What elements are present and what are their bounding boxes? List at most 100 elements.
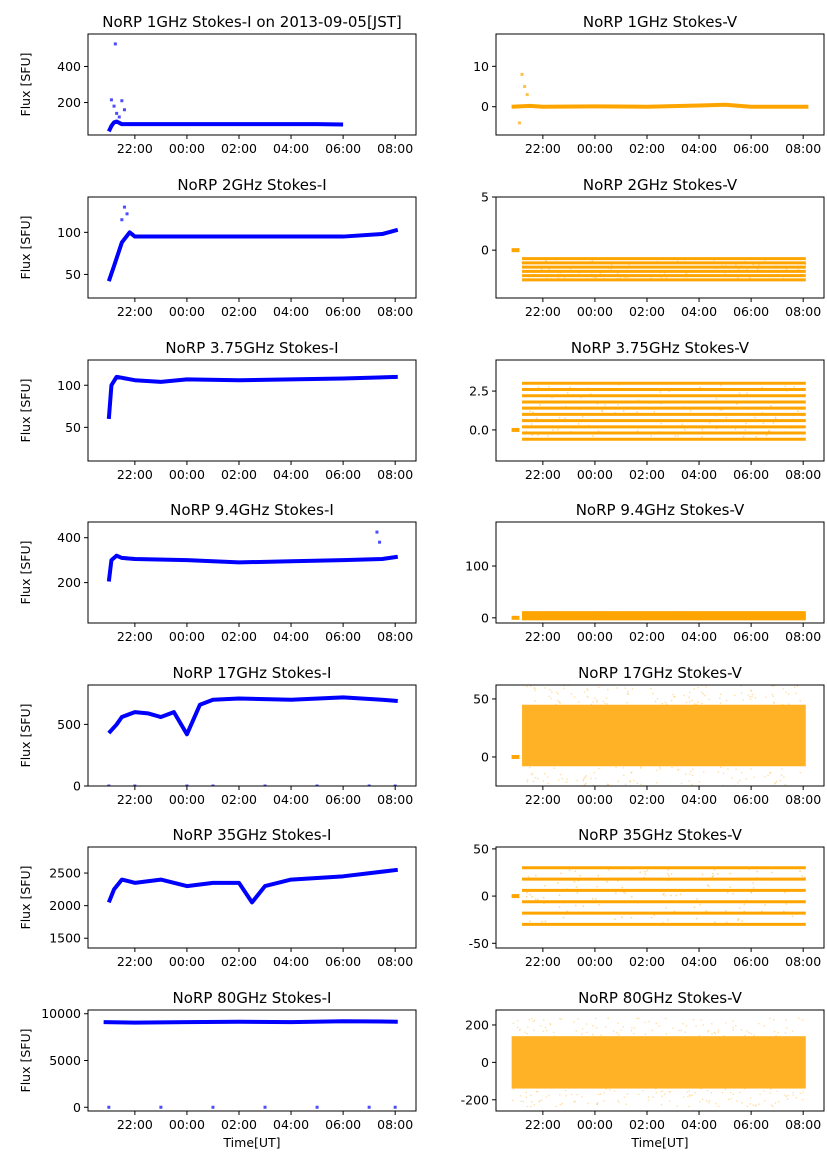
y-tick-label: -200 <box>461 1092 489 1107</box>
cloud-point <box>639 767 642 769</box>
band-point <box>650 916 653 919</box>
band-point <box>581 616 583 619</box>
band-point <box>720 613 722 616</box>
data-point <box>263 784 267 786</box>
cloud-point <box>565 1094 568 1097</box>
band-point <box>802 267 805 270</box>
band-point <box>668 401 671 403</box>
band-point <box>649 615 652 618</box>
band-point <box>531 434 534 437</box>
cloud-point <box>788 703 790 705</box>
cloud-point <box>617 780 620 783</box>
x-tick-label: 22:00 <box>117 792 153 807</box>
band-point <box>665 277 668 280</box>
cloud-point <box>524 1031 526 1033</box>
plot-area <box>106 374 398 420</box>
cloud-point <box>690 770 692 773</box>
band-point <box>685 275 688 278</box>
band-point <box>540 617 543 620</box>
band-point <box>693 615 696 618</box>
band-point <box>634 615 637 617</box>
band-point <box>581 416 584 418</box>
x-tick-label: 06:00 <box>325 467 361 482</box>
band-point <box>755 436 758 438</box>
cloud-point <box>673 695 676 698</box>
cloud-point <box>603 1092 605 1094</box>
band-point <box>789 278 792 281</box>
band-point <box>782 910 785 913</box>
cloud-point <box>525 1096 528 1099</box>
band-point <box>577 258 580 261</box>
data-point <box>393 784 397 786</box>
cloud-point <box>553 1035 556 1037</box>
cloud-point <box>769 772 771 774</box>
plot-frame <box>87 196 417 299</box>
band-point <box>779 419 782 422</box>
x-tick-label: 00:00 <box>577 792 613 807</box>
band-point <box>615 617 618 620</box>
band-point <box>534 898 537 901</box>
cloud-point <box>532 1020 534 1023</box>
cloud-point <box>538 1100 541 1102</box>
band-point <box>587 424 590 427</box>
band-point <box>557 276 560 279</box>
series-line <box>106 227 399 282</box>
band-point <box>667 868 670 871</box>
band-point <box>792 867 795 869</box>
plot-area <box>511 1017 806 1108</box>
x-tick-label: 22:00 <box>525 1117 561 1132</box>
cloud-point <box>676 1105 678 1107</box>
cloud-point <box>772 701 775 704</box>
data-point <box>367 784 371 786</box>
x-tick-label: 02:00 <box>221 792 257 807</box>
band-point <box>590 616 592 619</box>
cloud-point <box>767 774 769 777</box>
band-point <box>558 416 561 419</box>
data-cloud <box>511 1036 806 1089</box>
band-point <box>616 403 619 406</box>
cloud-point <box>583 691 586 693</box>
cloud-point <box>648 1020 650 1023</box>
cloud-point <box>629 780 631 783</box>
band-point <box>640 617 643 620</box>
band-point <box>701 873 704 876</box>
plot-frame <box>495 33 825 136</box>
band-point <box>791 915 794 918</box>
band-point <box>548 617 550 620</box>
band-point <box>785 425 788 428</box>
band-point <box>552 431 555 434</box>
plot-area <box>107 695 398 786</box>
band-point <box>583 617 585 620</box>
cloud-point <box>618 1101 620 1104</box>
cloud-point <box>630 1029 633 1032</box>
plot-area <box>103 1019 398 1109</box>
band-point <box>740 265 743 267</box>
band-point <box>647 878 649 881</box>
band-point <box>685 273 688 276</box>
panel-p3i: NoRP 3.75GHz Stokes-I 50 100 22:00 00:00 02:0… <box>18 339 417 482</box>
band-point <box>646 900 649 903</box>
band-point <box>618 278 621 281</box>
band-point <box>607 911 610 914</box>
cloud-point <box>787 693 790 696</box>
band-point <box>728 615 730 617</box>
cloud-point <box>595 1027 598 1029</box>
cloud-point <box>613 1089 616 1092</box>
cloud-point <box>597 686 600 689</box>
band-point <box>711 613 714 616</box>
band-point <box>754 912 757 915</box>
cloud-point <box>670 699 673 702</box>
band-point <box>714 616 717 618</box>
cloud-point <box>557 779 560 781</box>
cloud-point <box>668 1100 671 1102</box>
band-point <box>593 617 596 620</box>
band-point <box>539 615 541 617</box>
band-point <box>678 614 681 617</box>
cloud-point <box>729 1091 732 1094</box>
band-point <box>738 907 741 910</box>
band-point <box>689 613 692 616</box>
cloud-point <box>546 776 549 778</box>
cloud-point <box>672 693 674 696</box>
band-point <box>653 914 656 916</box>
band-point <box>536 617 539 620</box>
